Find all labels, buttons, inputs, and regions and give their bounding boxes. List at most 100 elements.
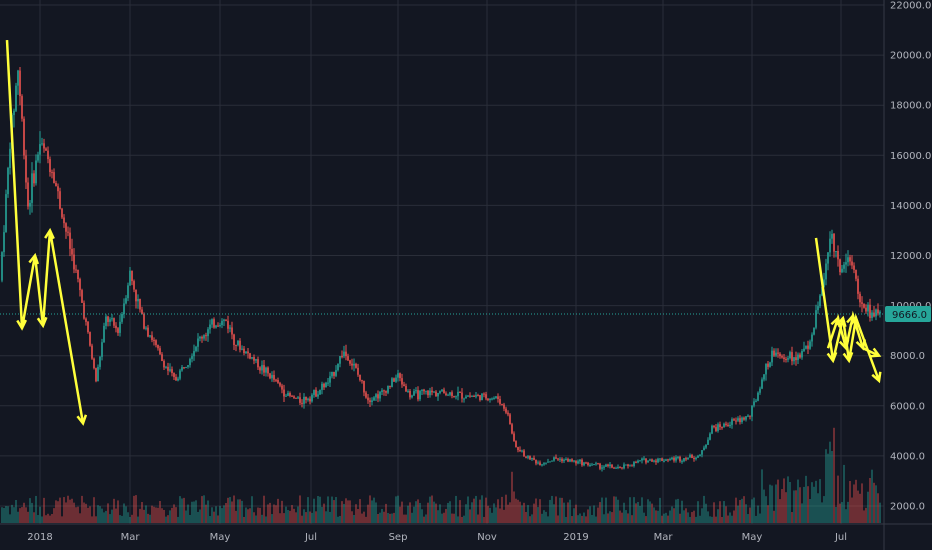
candle-body xyxy=(353,363,355,366)
volume-bar xyxy=(115,508,117,523)
candle-body xyxy=(301,402,303,404)
volume-bar xyxy=(193,501,195,523)
candle-body xyxy=(303,396,305,404)
candle-body xyxy=(461,392,463,399)
volume-bar xyxy=(729,512,731,523)
volume-bar xyxy=(323,503,325,523)
candle-body xyxy=(857,278,859,294)
volume-bar xyxy=(599,502,601,523)
y-tick-label: 22000.0 xyxy=(890,1,931,12)
candle-body xyxy=(543,463,545,465)
price-axis[interactable]: 2000.04000.06000.08000.010000.012000.014… xyxy=(883,0,931,550)
candle-body xyxy=(321,383,323,390)
volume-bar xyxy=(3,507,5,523)
candle-body xyxy=(727,424,729,427)
volume-bar xyxy=(61,516,63,523)
annotation-arrow xyxy=(5,40,85,424)
volume-bar xyxy=(53,508,55,523)
candle-body xyxy=(521,450,523,452)
volume-bar xyxy=(879,502,881,523)
volume-bar xyxy=(399,506,401,523)
volume-bar xyxy=(171,507,173,523)
volume-bar xyxy=(745,504,747,523)
volume-bar xyxy=(451,513,453,523)
volume-bar xyxy=(763,489,765,523)
volume-bar xyxy=(297,506,299,523)
candle-body xyxy=(25,155,27,183)
volume-bar xyxy=(371,500,373,523)
volume-bar xyxy=(475,495,477,523)
volume-bar xyxy=(331,496,333,523)
volume-bar xyxy=(577,515,579,523)
candle-body xyxy=(483,393,485,395)
candle-body xyxy=(741,417,743,423)
candle-body xyxy=(859,293,861,303)
volume-bar xyxy=(19,508,21,523)
volume-bar xyxy=(827,453,829,523)
candle-body xyxy=(745,416,747,420)
volume-bar xyxy=(669,510,671,523)
time-axis[interactable]: 2018 Mar May Jul Sep Nov 2019 Mar May Jul xyxy=(0,523,932,543)
volume-bar xyxy=(129,516,131,523)
volume-bar xyxy=(673,508,675,523)
arrowhead xyxy=(842,351,854,364)
candle-body xyxy=(109,319,111,322)
candle-body xyxy=(237,340,239,346)
candle-body xyxy=(673,457,675,461)
candle-body xyxy=(699,454,701,456)
volume-bar xyxy=(121,515,123,523)
volume-bar xyxy=(313,498,315,523)
candle-body xyxy=(689,455,691,458)
candle-body xyxy=(499,399,501,404)
candle-body xyxy=(749,415,751,417)
candle-body xyxy=(367,397,369,401)
volume-bar xyxy=(629,497,631,523)
candle-body xyxy=(589,464,591,466)
candle-body xyxy=(57,186,59,192)
volume-bar xyxy=(291,505,293,523)
candle-body xyxy=(599,463,601,469)
volume-bar xyxy=(741,498,743,523)
candle-body xyxy=(361,380,363,382)
candle-body xyxy=(593,464,595,466)
candle-body xyxy=(811,334,813,342)
volume-bar xyxy=(677,498,679,523)
candle-body xyxy=(809,341,811,349)
volume-bar xyxy=(727,515,729,523)
candle-body xyxy=(185,366,187,368)
volume-bar xyxy=(189,514,191,523)
volume-bar xyxy=(847,501,849,523)
candle-body xyxy=(369,400,371,402)
candle-body xyxy=(433,391,435,393)
volume-bar xyxy=(67,495,69,523)
volume-bar xyxy=(725,506,727,523)
volume-bar xyxy=(831,451,833,523)
volume-bar xyxy=(227,497,229,523)
volume-bar xyxy=(873,482,875,523)
volume-bar xyxy=(319,496,321,523)
volume-bar xyxy=(441,513,443,523)
volume-bar xyxy=(287,510,289,523)
candle-body xyxy=(575,460,577,464)
volume-bar xyxy=(671,506,673,523)
volume-bar xyxy=(869,477,871,523)
volume-bar xyxy=(315,511,317,523)
volume-bar xyxy=(103,512,105,523)
candle-body xyxy=(527,456,529,458)
volume-bar xyxy=(665,512,667,523)
candle-body xyxy=(127,285,129,299)
candle-body xyxy=(845,262,847,265)
volume-bar xyxy=(759,513,761,523)
candle-body xyxy=(511,424,513,434)
candle-body xyxy=(451,392,453,397)
volume-bar xyxy=(283,513,285,523)
volume-bar xyxy=(841,502,843,523)
x-tick-label: Mar xyxy=(654,532,674,543)
candle-body xyxy=(623,464,625,469)
volume-bar xyxy=(201,496,203,523)
y-tick-label: 20000.0 xyxy=(890,51,931,62)
candle-body xyxy=(781,356,783,358)
volume-bar xyxy=(321,506,323,523)
candle-body xyxy=(805,345,807,349)
